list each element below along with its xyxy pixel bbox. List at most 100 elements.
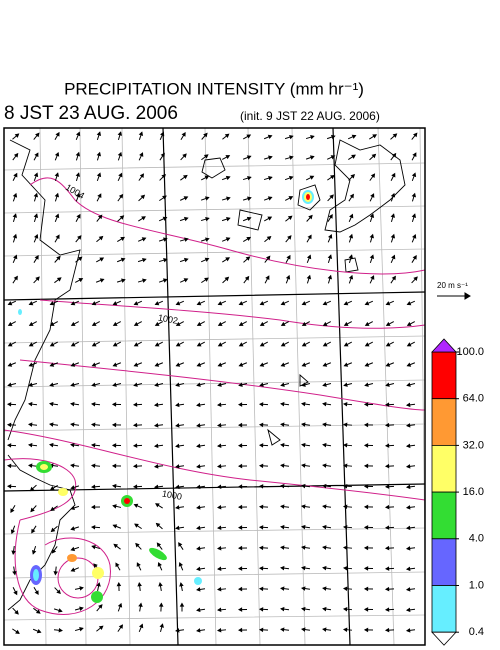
precip-cell	[58, 488, 68, 496]
wind-head	[35, 609, 41, 614]
wind-head	[364, 321, 370, 326]
wind-head	[406, 484, 411, 490]
wind-head	[35, 276, 40, 281]
wind-head	[225, 155, 231, 160]
wind-head	[134, 523, 139, 528]
wind-head	[363, 566, 369, 571]
wind-head	[6, 443, 12, 448]
wind-head	[205, 217, 210, 222]
wind-head	[78, 278, 84, 283]
wind-head	[259, 362, 265, 367]
wind-head	[6, 484, 12, 489]
wind-head	[96, 151, 102, 157]
wind-head	[70, 422, 75, 427]
coastlines	[7, 139, 406, 611]
wind-head	[384, 545, 390, 551]
wind-head	[136, 562, 141, 567]
wind-head	[90, 401, 96, 407]
wind-head	[237, 443, 243, 448]
wind-head	[330, 174, 335, 180]
wind-head	[54, 172, 60, 177]
wind-head	[342, 627, 348, 633]
wind-head	[33, 172, 39, 178]
wind-head	[182, 153, 187, 158]
wind-head	[237, 525, 243, 530]
wind-head	[154, 464, 159, 469]
wind-head	[224, 276, 230, 282]
wind-head	[225, 175, 231, 181]
wind-head	[7, 362, 13, 367]
wind-head	[226, 216, 231, 222]
wind-head	[49, 342, 55, 347]
wind-head	[310, 135, 315, 140]
wind-head	[237, 402, 243, 407]
wind-head	[384, 627, 390, 633]
wind-head	[116, 581, 122, 587]
isobar	[14, 519, 111, 615]
wind-head	[196, 464, 201, 469]
wind-head	[50, 506, 55, 511]
wind-head	[90, 525, 96, 530]
wind-head	[343, 382, 348, 387]
wind-head	[244, 275, 250, 281]
wind-head	[391, 254, 396, 260]
wind-head	[75, 172, 81, 177]
wind-head	[196, 484, 201, 490]
wind-head	[70, 442, 75, 448]
wind-head	[91, 362, 97, 367]
wind-head	[93, 563, 98, 568]
wind-head	[15, 629, 20, 634]
wind-head	[99, 278, 105, 283]
wind-head	[384, 443, 390, 448]
wind-head	[154, 484, 159, 490]
wind-head	[11, 550, 16, 555]
wind-head	[117, 131, 122, 136]
major-graticule	[3, 127, 426, 646]
wind-head	[238, 342, 244, 347]
wind-head	[91, 382, 96, 387]
colorbar: 100.0 64.0 32.0 16.0 4.0 1.0 0.4	[431, 338, 484, 646]
wind-head	[363, 484, 369, 489]
wind-head	[224, 133, 230, 138]
wind-head	[342, 463, 348, 469]
wind-head	[343, 342, 349, 347]
wind-head	[406, 587, 411, 592]
wind-head	[225, 257, 230, 262]
wind-head	[183, 196, 189, 201]
wind-head	[238, 382, 243, 387]
wind-head	[139, 152, 144, 157]
wind-head	[204, 196, 210, 201]
wind-head	[132, 402, 138, 407]
graticule	[3, 127, 426, 646]
wind-head	[309, 175, 315, 180]
wind-head	[280, 504, 285, 509]
wind-head	[301, 545, 306, 550]
wind-head	[75, 131, 81, 137]
colorbar-label: 64.0	[463, 393, 484, 405]
isobars	[3, 177, 426, 615]
wind-head	[412, 255, 417, 260]
precip-cell	[40, 464, 48, 470]
wind-head	[133, 301, 139, 306]
wind-head	[112, 362, 118, 367]
wind-head	[175, 464, 180, 469]
wind-head	[343, 321, 349, 326]
wind-head	[237, 545, 243, 551]
wind-head	[406, 546, 411, 551]
wind-head	[12, 233, 18, 239]
wind-head	[342, 565, 348, 571]
wind-head	[301, 586, 306, 591]
wind-head	[301, 442, 306, 448]
wind-head	[196, 321, 202, 326]
wind-head	[342, 401, 348, 407]
wind-head	[372, 134, 377, 139]
wind-head	[49, 382, 54, 387]
wind-head	[112, 504, 117, 509]
wind-head	[91, 342, 97, 347]
wind-head	[342, 483, 348, 489]
wind-head	[322, 301, 328, 306]
wind-head	[154, 342, 160, 347]
wind-head	[162, 195, 167, 200]
wind-head	[196, 443, 201, 449]
wind-head	[91, 544, 96, 550]
